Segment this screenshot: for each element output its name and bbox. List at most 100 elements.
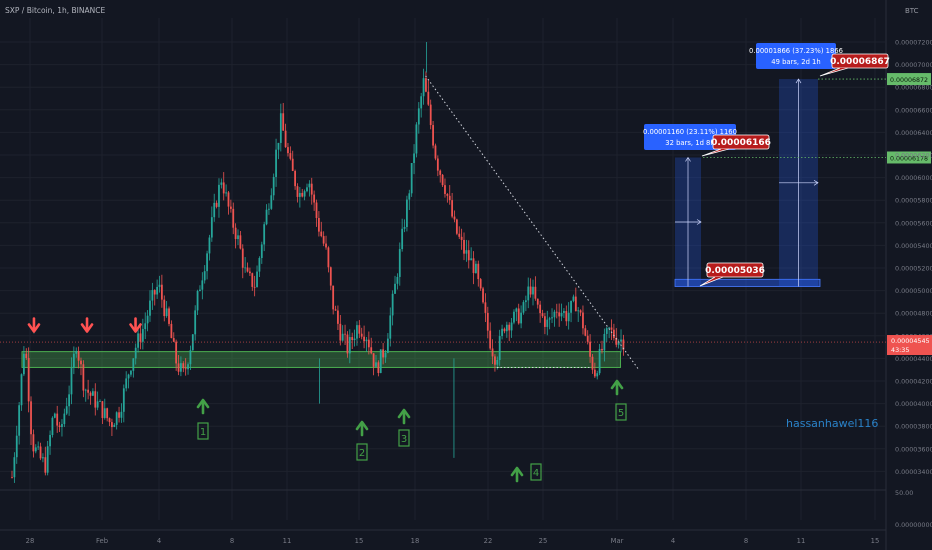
time-tick-label: 8 bbox=[230, 537, 234, 545]
sell-arrow-icon bbox=[129, 317, 142, 333]
candle-body bbox=[472, 258, 475, 274]
candle-body bbox=[401, 228, 404, 250]
candle-body bbox=[446, 193, 449, 196]
candle-body bbox=[417, 108, 420, 125]
candle-body bbox=[379, 349, 382, 373]
price-tick-label: 0.00003400 bbox=[895, 468, 932, 476]
candle-body bbox=[372, 353, 375, 367]
sell-arrow-icon bbox=[27, 317, 41, 333]
candle-body bbox=[522, 302, 525, 313]
candle-body bbox=[125, 378, 128, 389]
candle-body bbox=[479, 279, 482, 289]
candle-body bbox=[346, 334, 349, 354]
candle-body bbox=[422, 78, 425, 97]
candle-body bbox=[615, 337, 618, 345]
candle-body bbox=[543, 316, 546, 327]
candle-body bbox=[413, 153, 415, 164]
candle-body bbox=[603, 333, 606, 351]
candle-body bbox=[486, 312, 489, 331]
candle-body bbox=[565, 311, 568, 322]
candle-body bbox=[249, 271, 251, 274]
candle-body bbox=[484, 302, 487, 313]
candle-body bbox=[536, 298, 539, 305]
candle-body bbox=[246, 267, 249, 272]
bottom-axis-label: 0.00000000 bbox=[895, 521, 932, 529]
candle-body bbox=[177, 363, 180, 372]
candle-body bbox=[515, 308, 518, 312]
candle-body bbox=[253, 286, 256, 288]
candle-body bbox=[42, 457, 44, 459]
candle-body bbox=[277, 142, 280, 150]
candle-body bbox=[77, 351, 80, 361]
candle-body bbox=[337, 310, 339, 324]
candle-body bbox=[494, 356, 496, 365]
candle-body bbox=[448, 195, 451, 201]
candle-body bbox=[160, 284, 163, 300]
candle-body bbox=[234, 227, 237, 240]
candle-body bbox=[584, 328, 587, 336]
candle-body bbox=[432, 125, 434, 146]
candle-body bbox=[103, 408, 106, 418]
candle-body bbox=[325, 243, 327, 248]
candle-body bbox=[282, 113, 285, 131]
candle-body bbox=[555, 311, 558, 313]
candle-body bbox=[203, 271, 206, 281]
candle-body bbox=[46, 446, 49, 473]
candle-body bbox=[106, 408, 109, 419]
candle-body bbox=[284, 130, 287, 148]
volume-axis-label: 50.00 bbox=[895, 489, 913, 497]
low-label-pointer bbox=[699, 276, 724, 287]
candle-body bbox=[182, 363, 185, 369]
candle-body bbox=[520, 312, 523, 324]
candle-body bbox=[356, 325, 358, 339]
candle-body bbox=[75, 351, 78, 354]
candle-body bbox=[80, 360, 82, 365]
price-tick-label: 0.00005400 bbox=[895, 242, 932, 250]
time-tick-label: 22 bbox=[484, 537, 493, 545]
time-axis[interactable]: 28 Feb 4 8 11 15 18 22 25 Mar 4 8 11 15 bbox=[26, 537, 880, 545]
candle-body bbox=[111, 422, 113, 428]
candle-body bbox=[215, 202, 218, 207]
buy-signal-label: 2 bbox=[359, 448, 365, 459]
trendline[interactable] bbox=[425, 75, 640, 370]
candle-body bbox=[144, 323, 147, 330]
range-1-info-line1: 0.00001160 (23.11%) 1160 bbox=[643, 128, 737, 136]
buy-arrow-icon bbox=[355, 420, 369, 437]
level-axis-badge bbox=[887, 73, 931, 86]
range-2-info-line1: 0.00001866 (37.23%) 1866 bbox=[749, 47, 843, 55]
support-zone[interactable] bbox=[21, 351, 621, 368]
candle-body bbox=[272, 176, 275, 196]
candle-body bbox=[63, 413, 66, 425]
candle-body bbox=[563, 311, 565, 313]
candle-body bbox=[612, 329, 615, 338]
time-tick-label: Feb bbox=[96, 537, 108, 545]
buy-signal-label: 4 bbox=[533, 468, 539, 479]
candle-body bbox=[332, 285, 335, 310]
current-price-badge bbox=[887, 335, 932, 356]
buy-arrow-icon bbox=[397, 408, 411, 425]
price-tick-label: 0.00006400 bbox=[895, 129, 932, 137]
candle-body bbox=[11, 477, 13, 478]
high-label-1-pointer bbox=[701, 148, 730, 157]
candle-body bbox=[574, 296, 577, 312]
candle-body bbox=[151, 290, 154, 301]
candle-body bbox=[586, 335, 589, 342]
candle-body bbox=[39, 446, 42, 459]
candle-body bbox=[20, 374, 23, 406]
range-1-top-arrowhead bbox=[685, 156, 691, 162]
buy-signal-label: 3 bbox=[401, 434, 407, 445]
candle-body bbox=[415, 124, 418, 154]
candle-body bbox=[434, 145, 437, 159]
candle-body bbox=[115, 412, 118, 425]
candle-body bbox=[617, 341, 620, 345]
high-label-2-text: 0.00006867 bbox=[830, 57, 890, 67]
candle-body bbox=[386, 338, 389, 353]
candle-body bbox=[58, 425, 61, 428]
price-axis[interactable]: 0.00006872 0.00006178 0.00007200 0.00007000… bbox=[887, 39, 932, 530]
candle-body bbox=[513, 311, 515, 323]
candle-body bbox=[156, 286, 159, 295]
candle-body bbox=[206, 253, 208, 272]
candle-body bbox=[308, 183, 311, 188]
